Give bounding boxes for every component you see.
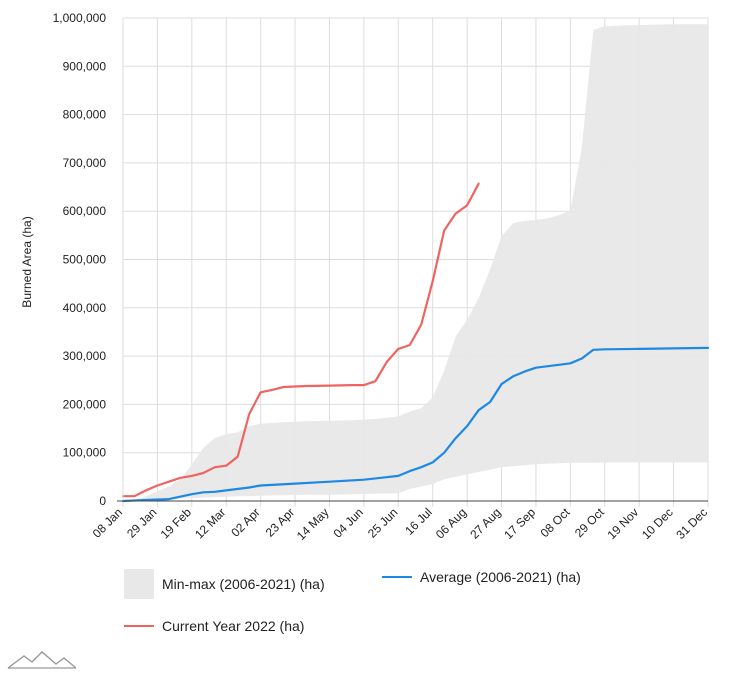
x-tick-label: 29 Oct — [572, 505, 607, 540]
min-max-swatch — [124, 569, 154, 599]
mountain-logo-icon — [7, 651, 77, 669]
y-tick-label: 500,000 — [63, 253, 107, 267]
legend-label-current: Current Year 2022 (ha) — [162, 618, 305, 634]
legend-label-min-max: Min-max (2006-2021) (ha) — [162, 576, 325, 592]
x-tick-label: 12 Mar — [192, 505, 228, 541]
x-tick-label: 29 Jan — [124, 505, 159, 540]
y-axis-ticks: 0 100,000 200,000 300,000 400,000 500,000 600,… — [53, 11, 107, 508]
y-tick-label: 0 — [99, 494, 106, 508]
x-tick-label: 14 May — [294, 505, 332, 543]
x-tick-label: 04 Jun — [331, 505, 366, 540]
y-tick-label: 700,000 — [63, 156, 107, 170]
x-tick-label: 17 Sep — [501, 505, 538, 542]
y-tick-label: 100,000 — [63, 446, 107, 460]
average-line — [121, 346, 710, 503]
x-tick-label: 19 Nov — [605, 505, 642, 542]
x-tick-label: 10 Dec — [639, 505, 676, 542]
y-tick-label: 900,000 — [63, 59, 107, 73]
burned-area-chart: 0 100,000 200,000 300,000 400,000 500,000 600,… — [20, 11, 710, 543]
chart-legend: Min-max (2006-2021) (ha) Average (2006-2… — [120, 565, 720, 655]
x-tick-label: 25 Jun — [365, 505, 400, 540]
legend-label-average: Average (2006-2021) (ha) — [420, 569, 581, 585]
y-tick-label: 1,000,000 — [53, 11, 107, 25]
y-tick-label: 400,000 — [63, 301, 107, 315]
x-tick-label: 31 Dec — [673, 505, 710, 542]
y-tick-label: 800,000 — [63, 108, 107, 122]
axes — [117, 18, 708, 502]
x-tick-label: 27 Aug — [467, 505, 503, 541]
min-max-range-series — [123, 24, 708, 502]
current-year-series — [121, 182, 480, 498]
y-axis-title: Burned Area (ha) — [20, 216, 34, 307]
x-tick-label: 23 Apr — [263, 505, 297, 539]
average-swatch — [382, 576, 412, 578]
x-tick-label: 08 Oct — [538, 505, 573, 540]
x-tick-label: 02 Apr — [228, 505, 262, 539]
x-tick-label: 19 Feb — [158, 505, 195, 542]
legend-item-current[interactable]: Current Year 2022 (ha) — [124, 618, 304, 634]
x-tick-label: 06 Aug — [433, 505, 469, 541]
current-year-line — [121, 182, 480, 498]
x-tick-label: 16 Jul — [402, 505, 435, 538]
y-tick-label: 300,000 — [63, 349, 107, 363]
min-max-area — [123, 24, 708, 502]
legend-item-average[interactable]: Average (2006-2021) (ha) — [382, 569, 581, 585]
x-tick-label: 08 Jan — [90, 505, 125, 540]
legend-item-min-max[interactable]: Min-max (2006-2021) (ha) — [124, 569, 325, 599]
current-swatch — [124, 625, 154, 627]
average-series — [121, 346, 710, 503]
y-tick-label: 200,000 — [63, 397, 107, 411]
y-tick-label: 600,000 — [63, 204, 107, 218]
